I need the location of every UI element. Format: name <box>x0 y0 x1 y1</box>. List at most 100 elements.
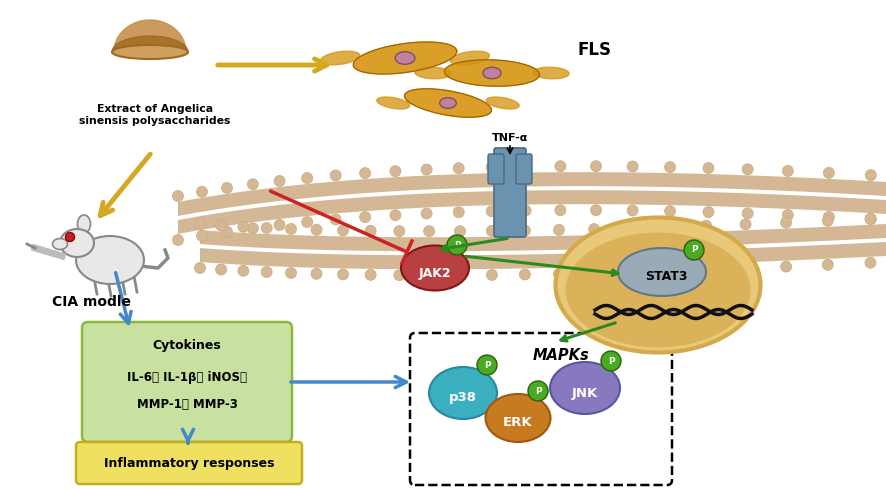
Ellipse shape <box>618 248 706 296</box>
Circle shape <box>486 270 497 280</box>
Circle shape <box>684 240 704 260</box>
Circle shape <box>454 163 464 174</box>
Polygon shape <box>354 42 456 74</box>
FancyBboxPatch shape <box>410 333 672 485</box>
Circle shape <box>781 217 791 228</box>
Ellipse shape <box>76 236 144 284</box>
Circle shape <box>486 162 497 172</box>
Circle shape <box>237 221 249 232</box>
Circle shape <box>222 182 232 194</box>
Circle shape <box>447 235 467 255</box>
Ellipse shape <box>60 229 94 257</box>
Circle shape <box>301 217 313 227</box>
Circle shape <box>274 220 285 230</box>
FancyBboxPatch shape <box>76 442 302 484</box>
Circle shape <box>591 205 602 216</box>
Polygon shape <box>112 36 188 52</box>
Circle shape <box>424 226 435 237</box>
Polygon shape <box>178 190 886 234</box>
Text: MMP-1、 MMP-3: MMP-1、 MMP-3 <box>136 397 237 411</box>
Circle shape <box>782 209 793 220</box>
Circle shape <box>390 166 400 177</box>
Text: Inflammatory responses: Inflammatory responses <box>104 457 275 469</box>
Ellipse shape <box>112 45 188 59</box>
Circle shape <box>520 205 531 216</box>
Ellipse shape <box>486 394 550 442</box>
Text: P: P <box>608 357 614 366</box>
Text: ERK: ERK <box>503 416 532 430</box>
Ellipse shape <box>77 215 90 233</box>
Text: P: P <box>484 361 490 369</box>
Circle shape <box>215 264 227 275</box>
Text: p38: p38 <box>449 392 477 405</box>
Text: FLS: FLS <box>578 41 612 59</box>
Circle shape <box>261 267 272 277</box>
Circle shape <box>360 212 370 222</box>
Text: STAT3: STAT3 <box>645 270 688 283</box>
Circle shape <box>554 224 564 235</box>
Circle shape <box>365 270 377 280</box>
Circle shape <box>781 261 791 272</box>
Circle shape <box>338 269 348 280</box>
Text: CIA modle: CIA modle <box>52 295 131 309</box>
Polygon shape <box>486 97 519 109</box>
Circle shape <box>195 219 206 229</box>
Text: P: P <box>691 245 697 254</box>
Circle shape <box>455 226 465 237</box>
Polygon shape <box>445 60 540 86</box>
Circle shape <box>662 221 673 233</box>
Circle shape <box>588 223 600 235</box>
Circle shape <box>740 219 751 230</box>
Circle shape <box>740 263 751 274</box>
Circle shape <box>703 163 714 173</box>
Text: Cytokines: Cytokines <box>152 340 222 352</box>
Circle shape <box>701 264 711 275</box>
Polygon shape <box>405 89 492 117</box>
Circle shape <box>173 235 183 245</box>
Circle shape <box>866 170 876 181</box>
Circle shape <box>421 208 432 219</box>
Circle shape <box>627 161 638 172</box>
Text: TNF-α: TNF-α <box>492 133 528 143</box>
Circle shape <box>519 269 531 280</box>
Ellipse shape <box>52 239 67 249</box>
Polygon shape <box>377 97 409 109</box>
Circle shape <box>701 220 711 231</box>
Circle shape <box>588 268 600 279</box>
Circle shape <box>664 162 675 172</box>
Circle shape <box>455 270 465 281</box>
Ellipse shape <box>429 367 497 419</box>
Circle shape <box>625 222 636 234</box>
Circle shape <box>301 172 313 184</box>
Circle shape <box>555 205 566 216</box>
Ellipse shape <box>550 362 620 414</box>
Polygon shape <box>178 172 886 216</box>
Polygon shape <box>533 67 569 79</box>
Circle shape <box>519 225 531 236</box>
Circle shape <box>528 381 548 401</box>
Circle shape <box>477 355 497 375</box>
Circle shape <box>625 267 636 278</box>
Circle shape <box>338 225 348 236</box>
Circle shape <box>486 225 497 236</box>
Text: Extract of Angelica
sinensis polysaccharides: Extract of Angelica sinensis polysacchar… <box>80 104 230 126</box>
Circle shape <box>424 270 435 281</box>
Text: JAK2: JAK2 <box>419 267 451 279</box>
Circle shape <box>173 191 183 201</box>
Circle shape <box>555 161 566 171</box>
Polygon shape <box>200 224 886 251</box>
FancyBboxPatch shape <box>516 154 532 184</box>
Polygon shape <box>200 242 886 269</box>
Polygon shape <box>415 67 451 79</box>
Circle shape <box>454 207 464 218</box>
Circle shape <box>274 175 285 187</box>
Circle shape <box>823 211 835 222</box>
Circle shape <box>197 230 207 241</box>
Circle shape <box>285 223 297 234</box>
Circle shape <box>662 266 673 276</box>
Circle shape <box>823 168 835 178</box>
Circle shape <box>261 222 272 234</box>
Circle shape <box>742 208 753 219</box>
Circle shape <box>247 223 259 234</box>
Circle shape <box>486 206 497 217</box>
